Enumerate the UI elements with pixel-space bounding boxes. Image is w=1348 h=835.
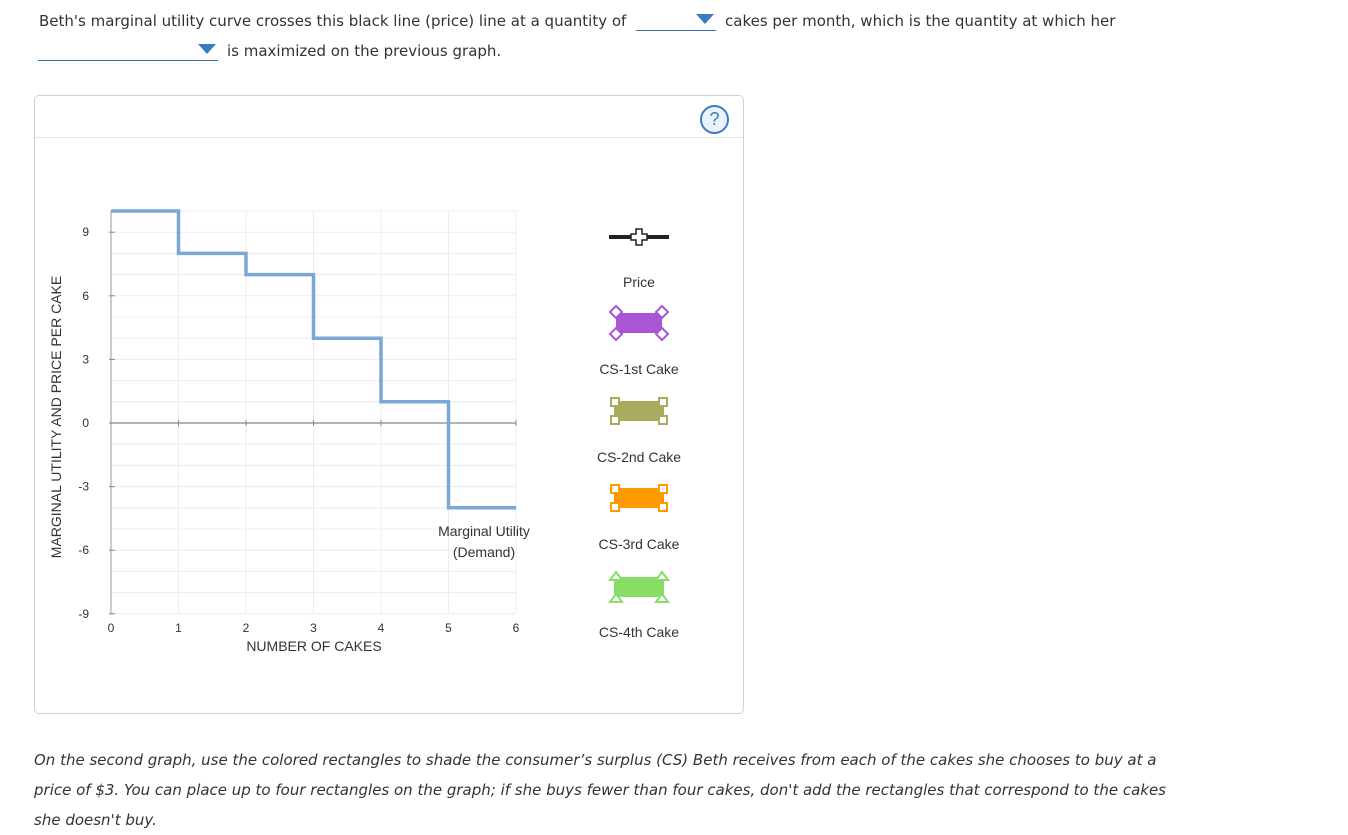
legend-label-cs-3rd-cake: CS-3rd Cake: [599, 536, 680, 552]
help-button[interactable]: ?: [700, 105, 729, 134]
panel-header-divider: [35, 137, 743, 138]
instructions-text: On the second graph, use the colored rec…: [34, 751, 1166, 829]
question-mark-icon: ?: [709, 109, 720, 129]
square-rectangle-icon: [610, 397, 668, 425]
legend-item-cs-4th-cake[interactable]: CS-4th Cake: [599, 570, 679, 640]
diamond-rectangle-icon: [608, 304, 670, 342]
legend-label-price: Price: [623, 274, 655, 290]
chevron-down-icon: [198, 44, 216, 54]
quantity-dropdown[interactable]: [636, 8, 716, 31]
question-text-line2: is maximized on the previous graph.: [227, 42, 502, 60]
question-text-line1-end: cakes per month, which is the quantity a…: [725, 12, 1116, 30]
legend-item-cs-2nd-cake[interactable]: CS-2nd Cake: [597, 397, 681, 465]
triangle-rectangle-icon: [608, 570, 670, 603]
question-text-line1: Beth's marginal utility curve crosses th…: [39, 12, 627, 30]
measure-dropdown[interactable]: [38, 38, 218, 61]
square-rectangle-icon: [610, 484, 668, 512]
chevron-down-icon: [696, 14, 714, 24]
legend-item-cs-3rd-cake[interactable]: CS-3rd Cake: [599, 484, 680, 552]
legend-item-price[interactable]: Price: [609, 228, 669, 290]
legend-label-cs-1st-cake: CS-1st Cake: [599, 361, 679, 377]
plus-marker-line-icon: [609, 228, 669, 246]
legend-label-cs-2nd-cake: CS-2nd Cake: [597, 449, 681, 465]
legend-label-cs-4th-cake: CS-4th Cake: [599, 624, 679, 640]
legend-item-cs-1st-cake[interactable]: CS-1st Cake: [599, 304, 679, 377]
